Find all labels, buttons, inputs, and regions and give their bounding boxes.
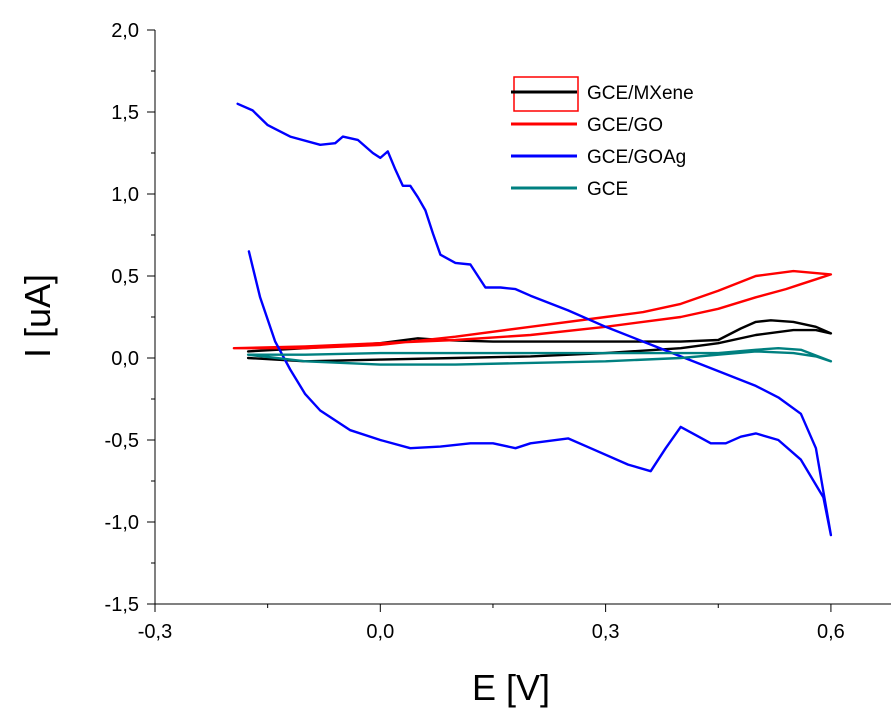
legend-label: GCE/GOAg: [587, 147, 686, 168]
y-tick-label: 0,0: [111, 348, 139, 370]
legend: GCE/MXene GCE/GO GCE/GOAg GCE: [511, 76, 694, 200]
x-tick-label: 0,0: [366, 621, 394, 643]
series-layer: [232, 102, 833, 537]
legend-red-frame: [513, 76, 579, 112]
series-line-gce: [246, 347, 833, 366]
axes: [154, 30, 891, 605]
series-line-gce-goag: [236, 102, 833, 537]
x-tick-label: 0,6: [817, 621, 845, 643]
y-tick-label: -0,5: [105, 430, 139, 452]
legend-label: GCE/GO: [587, 115, 663, 136]
x-tick-label: -0,3: [138, 621, 172, 643]
y-tick-label: 0,5: [111, 266, 139, 288]
series-line-gce-go: [232, 269, 833, 350]
y-tick-label: 1,0: [111, 184, 139, 206]
y-axis-title: I [uA]: [17, 274, 58, 358]
y-tick-label: 1,5: [111, 102, 139, 124]
x-tick-label: 0,3: [592, 621, 620, 643]
x-axis-title: E [V]: [472, 667, 550, 708]
legend-label: GCE/MXene: [587, 83, 694, 104]
y-tick-label: 2,0: [111, 20, 139, 42]
tick-marks: [147, 29, 832, 612]
tick-labels: -1,5 -1,0 -0,5 0,0 0,5 1,0 1,5 2,0 -0,3 0,0 0,3 0,6: [105, 20, 845, 643]
y-tick-label: -1,5: [105, 594, 139, 616]
y-tick-label: -1,0: [105, 512, 139, 534]
legend-label: GCE: [587, 179, 628, 200]
